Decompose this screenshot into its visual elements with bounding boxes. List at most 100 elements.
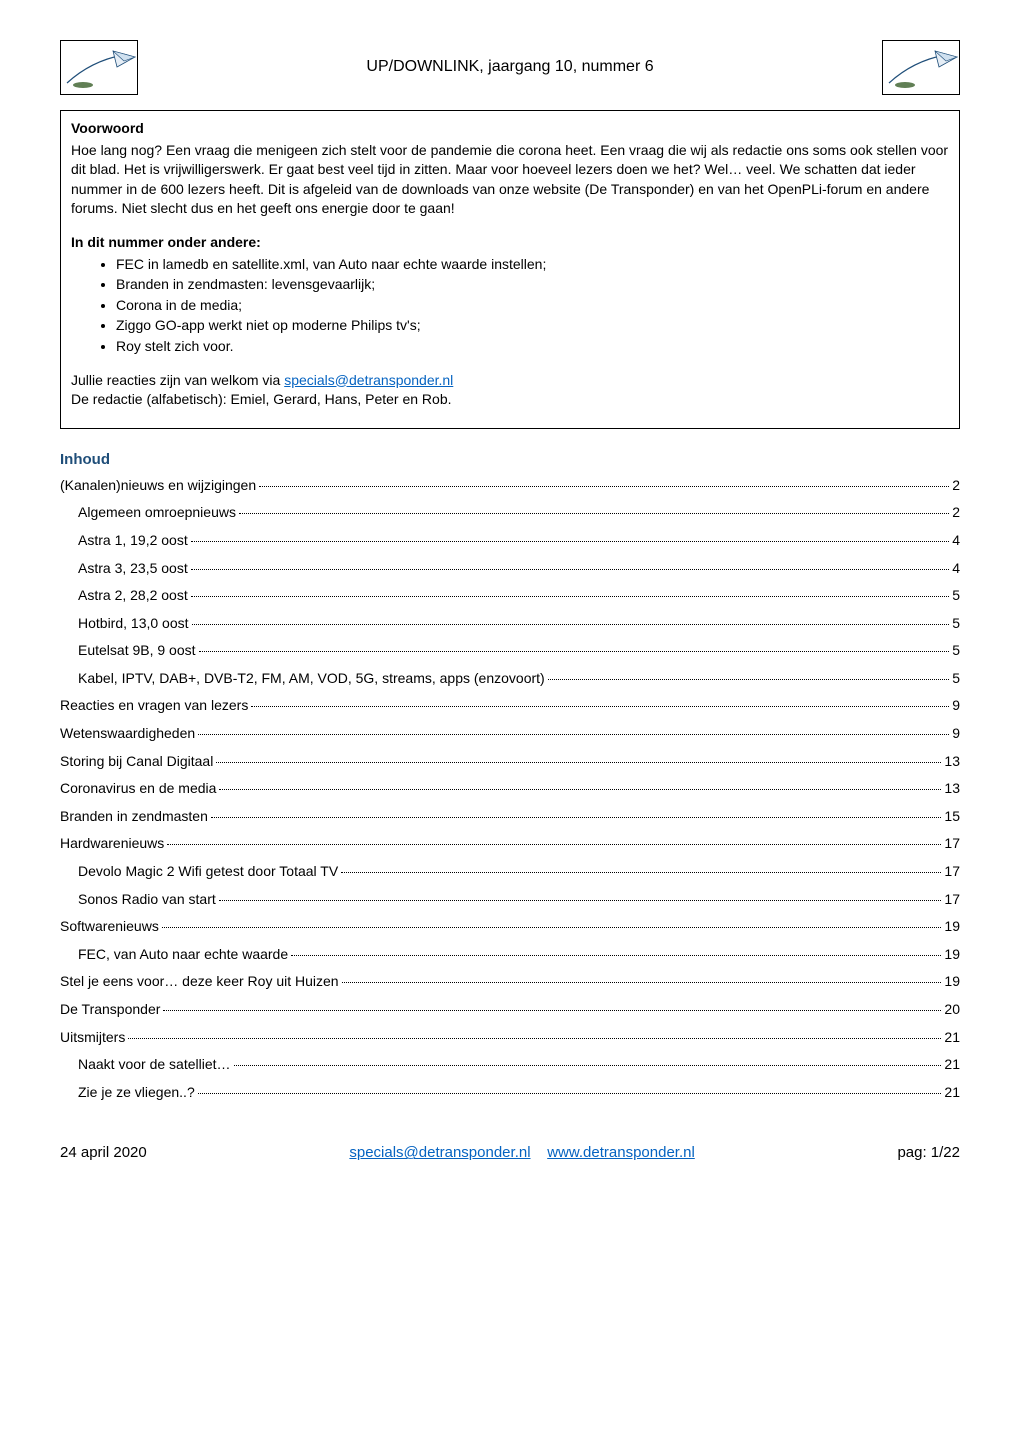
footer-links: specials@detransponder.nl www.detranspon… (147, 1142, 898, 1163)
toc-leader (167, 844, 941, 845)
toc-label: Astra 2, 28,2 oost (78, 586, 188, 606)
footer-date: 24 april 2020 (60, 1142, 147, 1163)
toc-page: 21 (944, 1083, 960, 1103)
bullet-item: Corona in de media; (116, 296, 949, 316)
toc-entry[interactable]: (Kanalen)nieuws en wijzigingen2 (60, 476, 960, 496)
toc-leader (239, 513, 949, 514)
toc-page: 20 (944, 1000, 960, 1020)
toc-page: 5 (952, 586, 960, 606)
toc-leader (548, 679, 950, 680)
table-of-contents: (Kanalen)nieuws en wijzigingen2 Algemeen… (60, 476, 960, 1103)
toc-page: 17 (944, 862, 960, 882)
toc-leader (199, 651, 950, 652)
toc-entry[interactable]: Astra 1, 19,2 oost4 (60, 531, 960, 551)
toc-page: 19 (944, 945, 960, 965)
toc-leader (219, 900, 942, 901)
toc-leader (163, 1010, 941, 1011)
toc-label: Branden in zendmasten (60, 807, 208, 827)
toc-page: 19 (944, 972, 960, 992)
logo-left (60, 40, 138, 95)
toc-label: Stel je eens voor… deze keer Roy uit Hui… (60, 972, 339, 992)
header-title: UP/DOWNLINK, jaargang 10, nummer 6 (138, 56, 882, 78)
toc-page: 15 (944, 807, 960, 827)
toc-leader (342, 982, 942, 983)
bullet-item: FEC in lamedb en satellite.xml, van Auto… (116, 255, 949, 275)
inhoud-heading: Inhoud (60, 449, 960, 470)
toc-leader (234, 1065, 942, 1066)
footer-website-link[interactable]: www.detransponder.nl (547, 1144, 695, 1161)
bullet-list: FEC in lamedb en satellite.xml, van Auto… (116, 255, 949, 357)
reacties-line: Jullie reacties zijn van welkom via spec… (71, 371, 949, 391)
toc-leader (198, 734, 949, 735)
voorwoord-body: Hoe lang nog? Een vraag die menigeen zic… (71, 141, 949, 219)
toc-page: 5 (952, 641, 960, 661)
toc-leader (251, 706, 949, 707)
toc-page: 4 (952, 559, 960, 579)
toc-entry[interactable]: Devolo Magic 2 Wifi getest door Totaal T… (60, 862, 960, 882)
bullet-item: Branden in zendmasten: levensgevaarlijk; (116, 275, 949, 295)
toc-leader (191, 596, 949, 597)
redactie-line: De redactie (alfabetisch): Emiel, Gerard… (71, 390, 949, 410)
voorwoord-heading: Voorwoord (71, 119, 949, 139)
toc-page: 9 (952, 696, 960, 716)
toc-page: 5 (952, 669, 960, 689)
toc-label: Eutelsat 9B, 9 oost (78, 641, 196, 661)
toc-entry[interactable]: Uitsmijters 21 (60, 1028, 960, 1048)
toc-entry[interactable]: Algemeen omroepnieuws2 (60, 503, 960, 523)
toc-leader (259, 486, 949, 487)
toc-label: Naakt voor de satelliet… (78, 1055, 231, 1075)
toc-label: Softwarenieuws (60, 917, 159, 937)
toc-leader (191, 541, 949, 542)
toc-entry[interactable]: Astra 3, 23,5 oost 4 (60, 559, 960, 579)
toc-entry[interactable]: Coronavirus en de media13 (60, 779, 960, 799)
toc-label: Uitsmijters (60, 1028, 125, 1048)
toc-leader (341, 872, 941, 873)
toc-leader (192, 624, 950, 625)
reacties-email-link[interactable]: specials@detransponder.nl (284, 372, 453, 388)
toc-leader (219, 789, 941, 790)
toc-label: Sonos Radio van start (78, 890, 216, 910)
toc-leader (211, 817, 942, 818)
toc-label: Devolo Magic 2 Wifi getest door Totaal T… (78, 862, 338, 882)
toc-entry[interactable]: Stel je eens voor… deze keer Roy uit Hui… (60, 972, 960, 992)
toc-entry[interactable]: Storing bij Canal Digitaal 13 (60, 752, 960, 772)
toc-label: Coronavirus en de media (60, 779, 216, 799)
toc-entry[interactable]: Hotbird, 13,0 oost 5 (60, 614, 960, 634)
toc-leader (191, 569, 949, 570)
in-dit-nummer-heading: In dit nummer onder andere: (71, 233, 949, 253)
toc-page: 21 (944, 1028, 960, 1048)
toc-entry[interactable]: Naakt voor de satelliet… 21 (60, 1055, 960, 1075)
toc-page: 21 (944, 1055, 960, 1075)
toc-label: Wetenswaardigheden (60, 724, 195, 744)
toc-entry[interactable]: Softwarenieuws 19 (60, 917, 960, 937)
toc-leader (216, 762, 941, 763)
toc-label: Hotbird, 13,0 oost (78, 614, 189, 634)
toc-entry[interactable]: Hardwarenieuws17 (60, 834, 960, 854)
toc-entry[interactable]: Wetenswaardigheden 9 (60, 724, 960, 744)
page-header: UP/DOWNLINK, jaargang 10, nummer 6 (60, 40, 960, 95)
toc-entry[interactable]: Kabel, IPTV, DAB+, DVB-T2, FM, AM, VOD, … (60, 669, 960, 689)
toc-entry[interactable]: Zie je ze vliegen..? 21 (60, 1083, 960, 1103)
footer-page-number: pag: 1/22 (897, 1142, 960, 1163)
toc-entry[interactable]: Eutelsat 9B, 9 oost 5 (60, 641, 960, 661)
toc-label: Astra 3, 23,5 oost (78, 559, 188, 579)
toc-label: Astra 1, 19,2 oost (78, 531, 188, 551)
toc-label: Reacties en vragen van lezers (60, 696, 248, 716)
toc-page: 9 (952, 724, 960, 744)
toc-page: 17 (944, 834, 960, 854)
toc-entry[interactable]: De Transponder20 (60, 1000, 960, 1020)
toc-entry[interactable]: Sonos Radio van start 17 (60, 890, 960, 910)
footer-email-link[interactable]: specials@detransponder.nl (349, 1144, 530, 1161)
toc-page: 13 (944, 752, 960, 772)
voorwoord-box: Voorwoord Hoe lang nog? Een vraag die me… (60, 110, 960, 429)
toc-page: 17 (944, 890, 960, 910)
toc-entry[interactable]: FEC, van Auto naar echte waarde 19 (60, 945, 960, 965)
toc-entry[interactable]: Branden in zendmasten 15 (60, 807, 960, 827)
toc-label: Zie je ze vliegen..? (78, 1083, 195, 1103)
toc-label: Storing bij Canal Digitaal (60, 752, 213, 772)
toc-label: FEC, van Auto naar echte waarde (78, 945, 288, 965)
toc-page: 5 (952, 614, 960, 634)
toc-entry[interactable]: Reacties en vragen van lezers 9 (60, 696, 960, 716)
toc-entry[interactable]: Astra 2, 28,2 oost 5 (60, 586, 960, 606)
toc-page: 19 (944, 917, 960, 937)
